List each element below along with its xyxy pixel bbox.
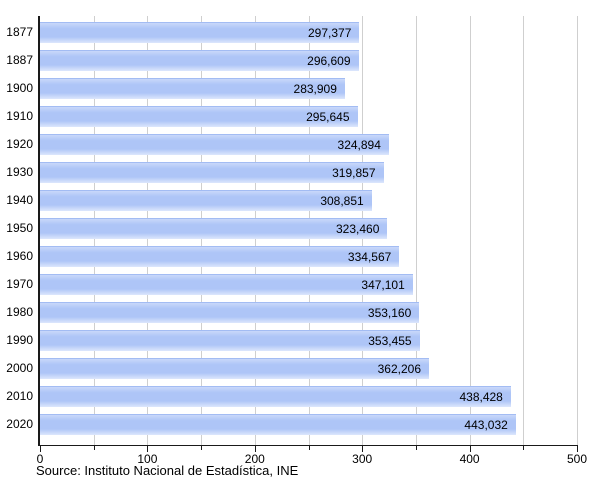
year-label-1887: 1887 (6, 53, 33, 67)
y-axis-line (38, 16, 40, 445)
bar-row: 324,894 (40, 133, 577, 155)
bar-row: 362,206 (40, 357, 577, 379)
minor-tick (308, 446, 310, 450)
bar-2000: 362,206 (40, 357, 429, 379)
bar-value-label: 362,206 (377, 361, 421, 376)
year-label-2000: 2000 (6, 361, 33, 375)
year-label-1940: 1940 (6, 193, 33, 207)
bar-1920: 324,894 (40, 133, 389, 155)
bar-value-label: 438,428 (459, 389, 503, 404)
major-tick (40, 446, 41, 452)
bar-value-label: 295,645 (306, 109, 350, 124)
major-gridline (469, 16, 471, 445)
x-tick-label-300: 300 (352, 452, 373, 466)
bar-row: 319,857 (40, 161, 577, 183)
bar-row: 323,460 (40, 217, 577, 239)
bar-1900: 283,909 (40, 77, 345, 99)
bar-row: 334,567 (40, 245, 577, 267)
major-tick (469, 446, 471, 452)
bar-value-label: 297,377 (307, 25, 352, 40)
minor-tick (201, 446, 203, 450)
bar-row: 297,377 (40, 21, 577, 43)
bar-row: 296,609 (40, 49, 577, 71)
bar-value-label: 324,894 (337, 137, 381, 152)
bar-1887: 296,609 (40, 49, 359, 71)
year-label-1910: 1910 (6, 109, 33, 123)
bar-row: 347,101 (40, 273, 577, 295)
year-label-1900: 1900 (6, 81, 33, 95)
bar-1970: 347,101 (40, 273, 413, 295)
bar-1940: 308,851 (40, 189, 372, 211)
year-label-2010: 2010 (6, 389, 33, 403)
x-axis-line (38, 445, 578, 446)
x-tick-label-100: 100 (137, 452, 158, 466)
bar-1990: 353,455 (40, 329, 420, 351)
bar-value-label: 319,857 (332, 165, 376, 180)
major-tick (147, 446, 149, 452)
year-label-1930: 1930 (6, 165, 33, 179)
x-tick-label-0: 0 (36, 452, 44, 466)
major-tick (577, 446, 578, 452)
bar-2010: 438,428 (40, 385, 511, 407)
bar-row: 283,909 (40, 77, 577, 99)
bar-2020: 443,032 (40, 413, 516, 435)
bar-value-label: 443,032 (464, 417, 508, 432)
year-label-1980: 1980 (6, 305, 33, 319)
bar-value-label: 353,455 (368, 333, 412, 348)
minor-tick (523, 446, 525, 450)
year-label-1960: 1960 (6, 249, 33, 263)
bar-row: 353,455 (40, 329, 577, 351)
bar-1950: 323,460 (40, 217, 388, 239)
bar-value-label: 296,609 (307, 53, 351, 68)
bar-value-label: 283,909 (293, 81, 337, 96)
minor-gridline (523, 16, 525, 445)
bar-1877: 297,377 (40, 21, 360, 43)
x-tick-label-200: 200 (244, 452, 265, 466)
bar-1980: 353,160 (40, 301, 420, 323)
major-tick (362, 446, 364, 452)
year-label-1990: 1990 (6, 333, 33, 347)
bar-value-label: 308,851 (320, 193, 364, 208)
bar-row: 353,160 (40, 301, 577, 323)
bar-value-label: 347,101 (361, 277, 405, 292)
bar-value-label: 323,460 (336, 221, 380, 236)
plot-area: 297,377 296,609 283,909 295,645 324,894 319,8… (38, 16, 578, 445)
year-label-1950: 1950 (6, 221, 33, 235)
minor-gridline (415, 16, 417, 445)
bar-1910: 295,645 (40, 105, 358, 127)
year-label-2020: 2020 (6, 417, 33, 431)
bar-value-label: 353,160 (367, 305, 412, 320)
x-tick-label-400: 400 (459, 452, 480, 466)
year-label-1877: 1877 (6, 25, 33, 39)
major-tick (254, 446, 256, 452)
bar-value-label: 334,567 (347, 249, 392, 264)
source-note: Source: Instituto Nacional de Estadístic… (36, 463, 299, 478)
bar-row: 295,645 (40, 105, 577, 127)
x-tick-label-500: 500 (566, 452, 588, 466)
year-label-1920: 1920 (6, 137, 33, 151)
minor-tick (415, 446, 417, 450)
year-label-1970: 1970 (6, 277, 33, 291)
major-gridline (577, 16, 578, 445)
minor-tick (93, 446, 95, 450)
bar-row: 443,032 (40, 413, 577, 435)
bar-1930: 319,857 (40, 161, 384, 183)
bar-row: 438,428 (40, 385, 577, 407)
bar-row: 308,851 (40, 189, 577, 211)
bar-1960: 334,567 (40, 245, 400, 267)
